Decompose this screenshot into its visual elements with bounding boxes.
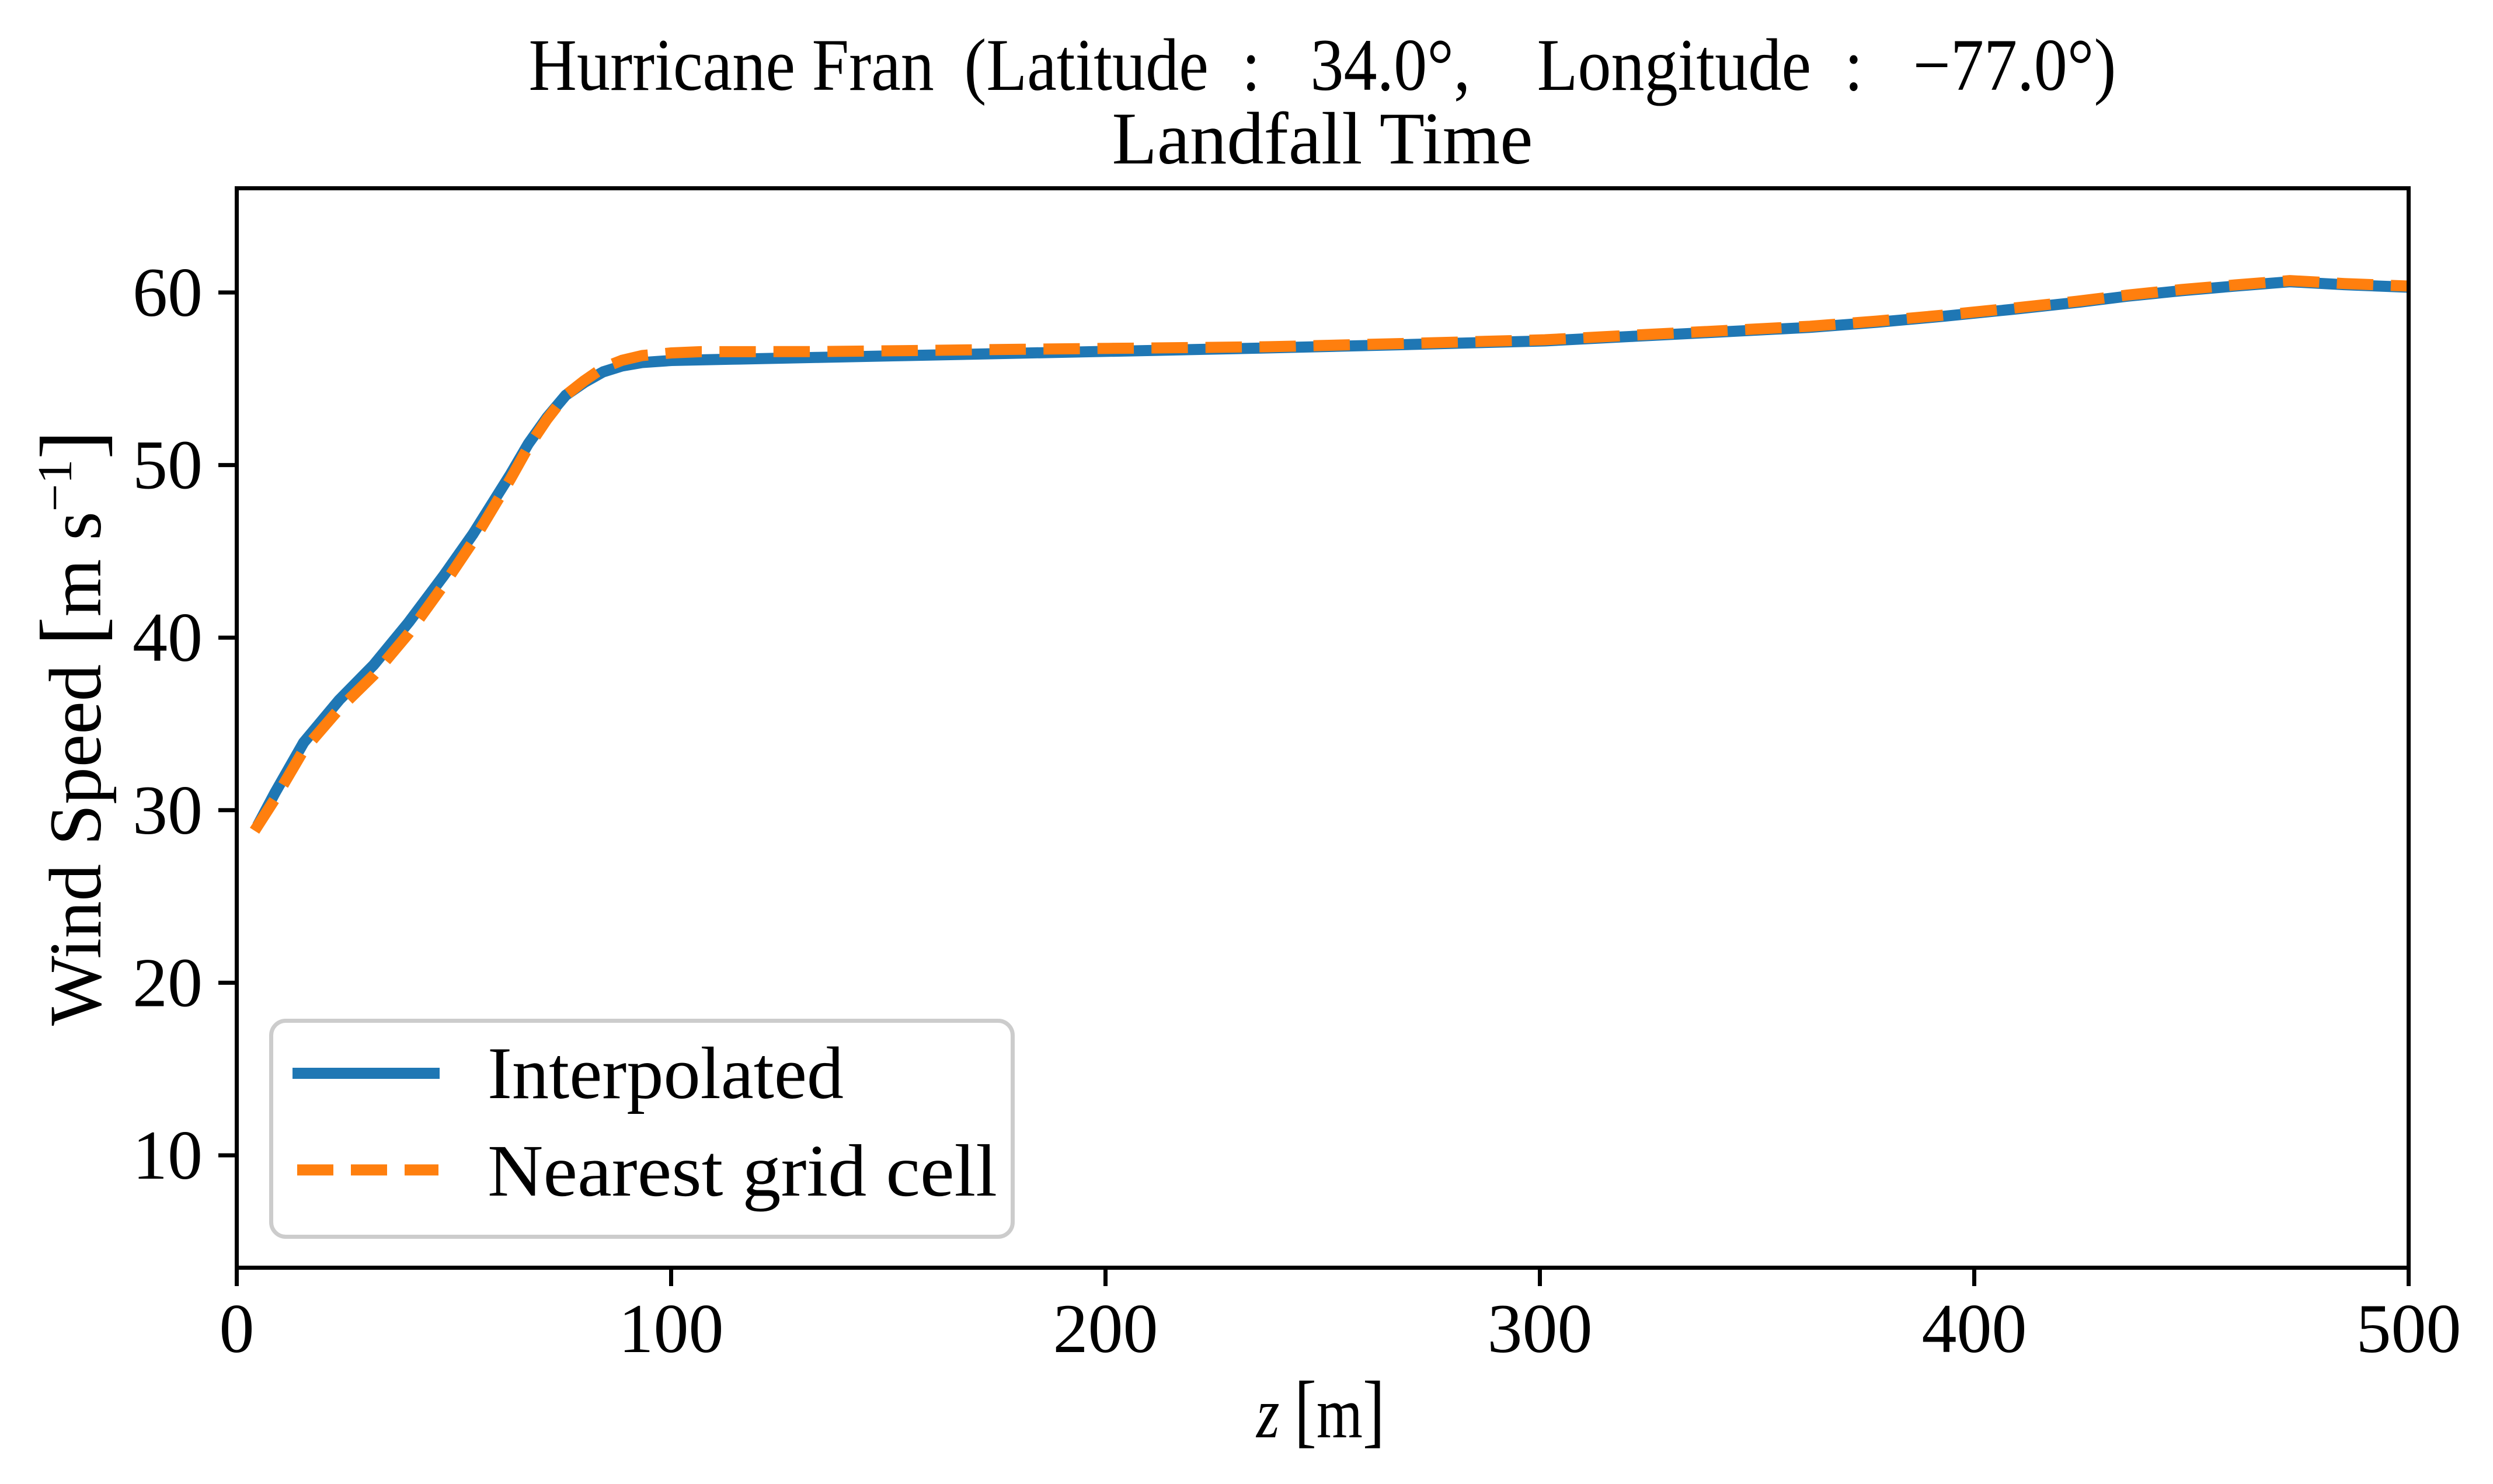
svg-text:Nearest grid cell: Nearest grid cell	[488, 1130, 997, 1212]
svg-text:100: 100	[619, 1290, 724, 1367]
svg-text:500: 500	[2356, 1290, 2461, 1367]
svg-text:Wind Speed [m s−1]: Wind Speed [m s−1]	[23, 430, 120, 1026]
svg-text:40: 40	[133, 598, 203, 676]
svg-text:Landfall Time: Landfall Time	[1112, 98, 1533, 180]
svg-text:z [m]: z [m]	[1255, 1365, 1385, 1455]
svg-text:10: 10	[133, 1116, 203, 1194]
svg-text:400: 400	[1922, 1290, 2027, 1367]
svg-text:60: 60	[133, 253, 203, 331]
svg-text:30: 30	[133, 771, 203, 849]
svg-text:300: 300	[1488, 1290, 1593, 1367]
svg-text:200: 200	[1053, 1290, 1158, 1367]
svg-text:20: 20	[133, 943, 203, 1021]
svg-text:Interpolated: Interpolated	[488, 1033, 844, 1114]
svg-text:50: 50	[133, 426, 203, 504]
svg-text:0: 0	[220, 1290, 255, 1367]
svg-text:Hurricane Fran (Latitude : 3: Hurricane Fran (Latitude : 34.0°, Longit…	[529, 25, 2116, 106]
